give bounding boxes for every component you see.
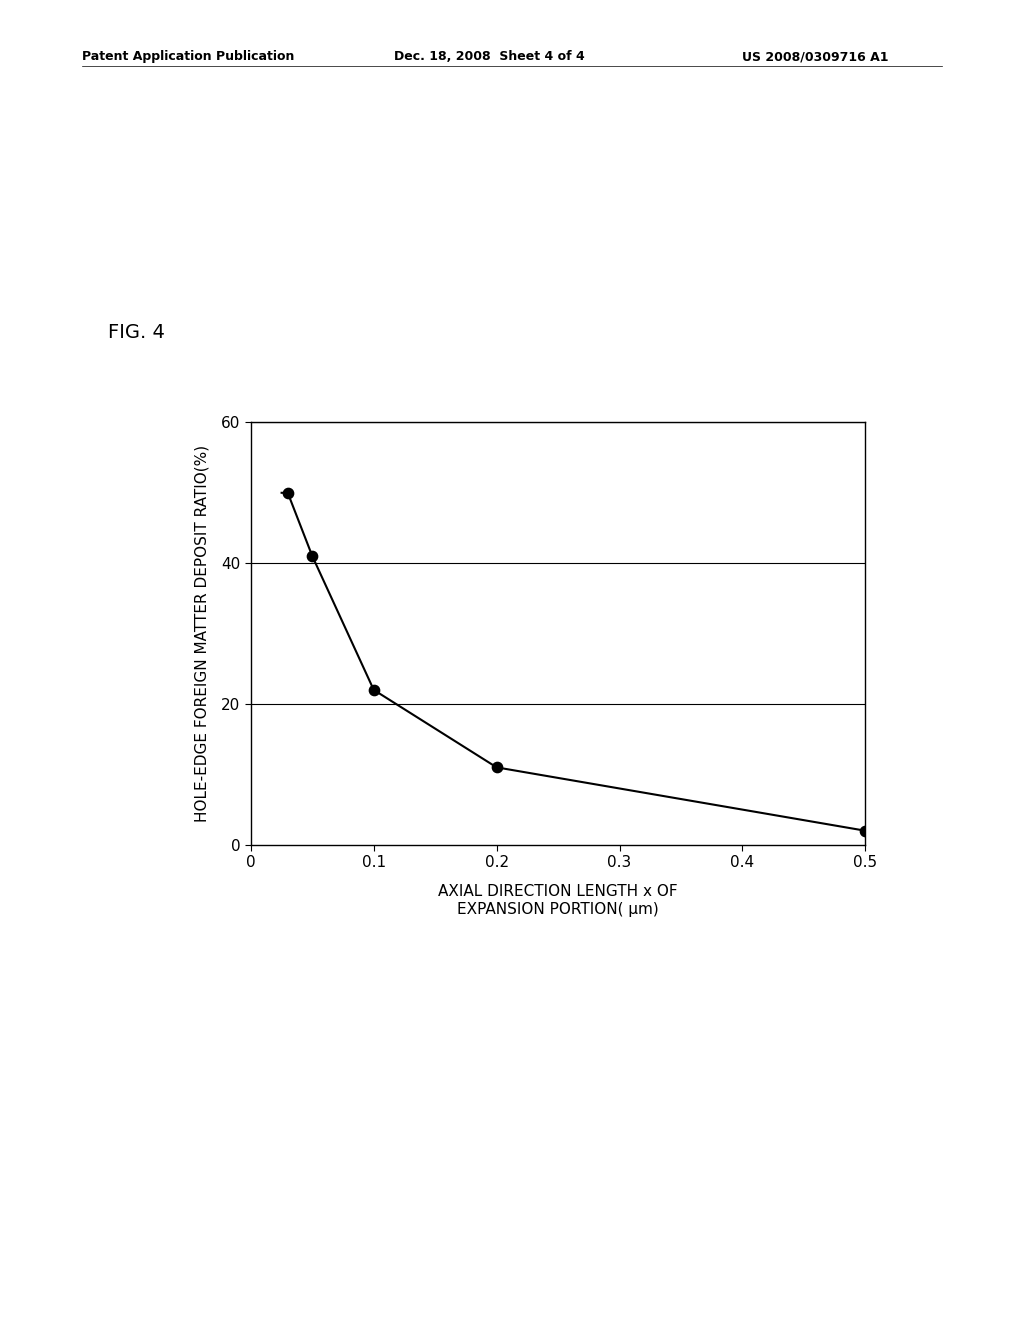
Point xyxy=(857,820,873,841)
Text: Patent Application Publication: Patent Application Publication xyxy=(82,50,294,63)
Point xyxy=(304,545,321,566)
Y-axis label: HOLE-EDGE FOREIGN MATTER DEPOSIT RATIO(%): HOLE-EDGE FOREIGN MATTER DEPOSIT RATIO(%… xyxy=(195,445,210,822)
X-axis label: AXIAL DIRECTION LENGTH x OF
EXPANSION PORTION( μm): AXIAL DIRECTION LENGTH x OF EXPANSION PO… xyxy=(438,884,678,916)
Point xyxy=(280,482,296,503)
Point xyxy=(488,756,505,777)
Point xyxy=(366,680,382,701)
Text: US 2008/0309716 A1: US 2008/0309716 A1 xyxy=(742,50,889,63)
Text: FIG. 4: FIG. 4 xyxy=(108,323,165,342)
Text: Dec. 18, 2008  Sheet 4 of 4: Dec. 18, 2008 Sheet 4 of 4 xyxy=(394,50,585,63)
